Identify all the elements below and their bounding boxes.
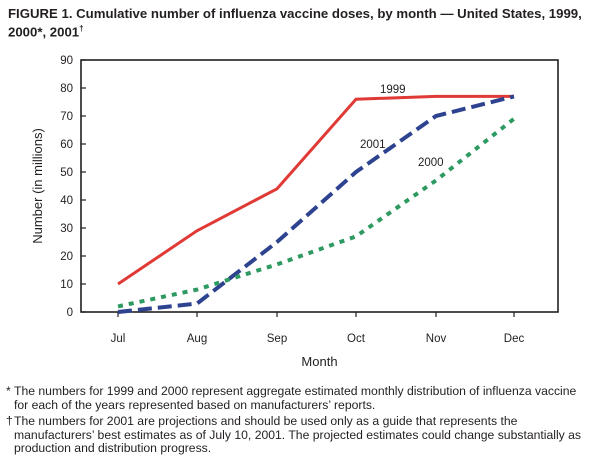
- y-axis-label: Number (in millions): [30, 128, 45, 244]
- series-label-1999: 1999: [380, 84, 406, 96]
- footnote-mark: †: [6, 414, 13, 428]
- footnote-2: †The numbers for 2001 are projections an…: [6, 414, 596, 456]
- series-line-2001: [117, 94, 515, 314]
- title-dagger: †: [79, 24, 84, 33]
- footnote-text: The numbers for 1999 and 2000 represent …: [14, 384, 577, 412]
- x-tick-label: Sep: [267, 333, 287, 345]
- series-line-1999: [117, 94, 514, 286]
- y-tick-label: 80: [60, 83, 73, 95]
- y-tick-label: 10: [60, 279, 73, 291]
- x-tick-label: Nov: [426, 333, 447, 345]
- plot-frame: [80, 59, 559, 313]
- series-label-2001: 2001: [360, 139, 386, 151]
- footnote-mark: *: [6, 384, 11, 398]
- y-tick-label: 70: [60, 111, 73, 123]
- x-axis-label: Month: [301, 354, 337, 369]
- x-tick-label: Aug: [187, 333, 207, 345]
- y-tick-label: 60: [60, 139, 73, 151]
- y-tick-label: 30: [60, 223, 73, 235]
- y-tick-label: 0: [67, 307, 73, 319]
- footnote-text: The numbers for 2001 are projections and…: [14, 414, 582, 455]
- y-tick-label: 20: [60, 251, 73, 263]
- series-line-2000: [117, 117, 516, 309]
- y-tick-label: 40: [60, 195, 73, 207]
- title-text: FIGURE 1. Cumulative number of influenza…: [8, 6, 582, 40]
- x-tick-label: Jul: [111, 333, 126, 345]
- y-tick-label: 90: [60, 55, 73, 67]
- y-tick-label: 50: [60, 167, 73, 179]
- footnote-1: * The numbers for 1999 and 2000 represent…: [6, 384, 596, 412]
- figure-title: FIGURE 1. Cumulative number of influenza…: [8, 6, 598, 39]
- x-tick-label: Dec: [504, 333, 525, 345]
- x-tick-label: Oct: [347, 333, 366, 345]
- series-label-2000: 2000: [418, 157, 444, 169]
